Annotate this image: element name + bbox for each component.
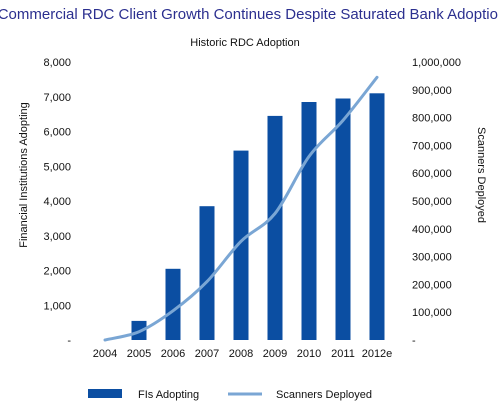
right-tick-label: 100,000 [412,307,452,319]
bar-2008 [233,150,249,340]
left-tick-label: 8,000 [43,57,71,69]
x-axis-ticks: 2004 2005 2006 2007 2008 2009 2010 2011 2012e [93,348,393,360]
left-tick-label: 3,000 [43,231,71,243]
bar-2006 [165,268,181,340]
legend: FIs Adopting Scanners Deployed [88,389,372,401]
left-tick-label: 7,000 [43,92,71,104]
right-tick-label: 600,000 [412,168,452,180]
left-tick-label: 2,000 [43,266,71,278]
x-tick-label: 2005 [127,348,151,360]
right-tick-label: 800,000 [412,113,452,125]
bar-2007 [199,206,215,340]
right-tick-label: 200,000 [412,279,452,291]
bar-2011 [335,98,351,340]
legend-swatch-fis-adopting [88,389,122,398]
right-tick-label: 700,000 [412,140,452,152]
x-tick-label: 2008 [229,348,253,360]
right-axis-ticks: - 100,000 200,000 300,000 400,000 500,000 600,… [412,57,461,347]
legend-label-fis-adopting: FIs Adopting [138,389,199,401]
right-tick-label: 300,000 [412,252,452,264]
right-tick-label: 500,000 [412,196,452,208]
right-tick-label: 1,000,000 [412,57,461,69]
x-tick-label: 2007 [195,348,219,360]
left-axis-label: Financial Institutions Adopting [18,102,30,248]
x-tick-label: 2010 [297,348,321,360]
left-tick-label: 1,000 [43,300,71,312]
bar-2009 [267,115,283,341]
legend-label-scanners-deployed: Scanners Deployed [276,389,372,401]
right-tick-label: 900,000 [412,85,452,97]
left-tick-label: 5,000 [43,161,71,173]
left-tick-label: - [67,335,71,347]
x-tick-label: 2011 [331,348,355,360]
bar-2012e [369,93,385,340]
bar-2010 [301,102,317,340]
chart-title: Commercial RDC Client Growth Continues D… [0,6,499,23]
right-tick-label: 400,000 [412,224,452,236]
x-tick-label: 2012e [362,348,393,360]
x-tick-label: 2004 [93,348,117,360]
chart-subtitle: Historic RDC Adoption [190,37,299,49]
x-tick-label: 2009 [263,348,287,360]
left-tick-label: 4,000 [43,196,71,208]
right-axis-label: Scanners Deployed [475,127,487,223]
left-tick-label: 6,000 [43,127,71,139]
line-scanners-deployed [103,75,379,342]
x-tick-label: 2006 [161,348,185,360]
left-axis-ticks: - 1,000 2,000 3,000 4,000 5,000 6,000 7,000 8,00… [43,57,71,347]
right-tick-label: - [412,335,416,347]
plot-area [103,75,385,342]
